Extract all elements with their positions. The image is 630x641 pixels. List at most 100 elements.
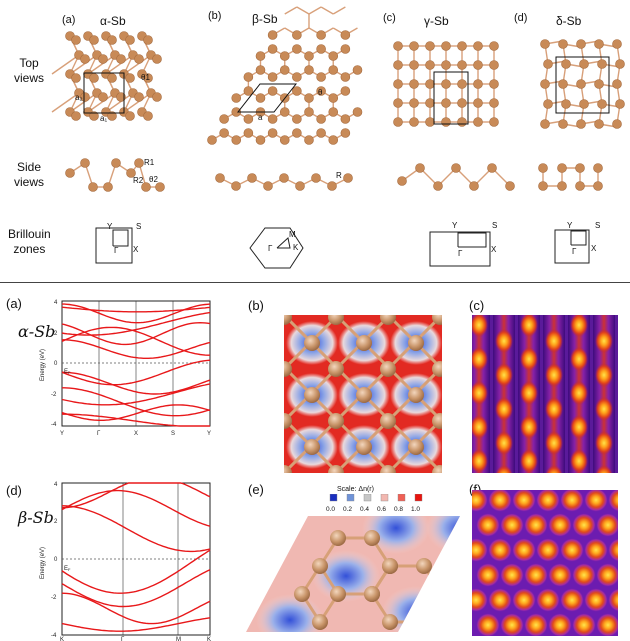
delta-top-atom: [580, 60, 589, 69]
beta-density-atom: [434, 586, 450, 602]
beta-density-atom: [416, 558, 432, 574]
stm-beta-spot: [524, 513, 548, 537]
stm-alpha-spot: [595, 431, 613, 455]
stm-beta-spot: [500, 613, 524, 636]
beta-top-atom: [208, 136, 217, 145]
beta-bond-line: [424, 594, 442, 622]
beta-top-atom: [268, 129, 277, 138]
beta-density-atom: [416, 614, 432, 630]
beta-top-atom: [317, 45, 326, 54]
beta-top-atom: [268, 31, 277, 40]
stm-beta-spot: [548, 563, 572, 587]
alpha-top-atom: [144, 112, 153, 121]
delta-top-atom: [616, 60, 625, 69]
gamma-top-atom: [442, 118, 451, 127]
beta-top-atom: [220, 129, 229, 138]
stm-alpha-spot: [545, 431, 563, 455]
bz-alpha-Y: Y: [107, 222, 113, 231]
stm-beta-spot: [500, 513, 524, 537]
alpha-top-atom: [72, 74, 81, 83]
beta-density-atom: [330, 530, 346, 546]
alpha-xtick-S: S: [171, 431, 175, 437]
beta-ytick-m4: -4: [51, 633, 57, 639]
bz-gamma-S: S: [492, 221, 497, 230]
alpha-xtick-Y2: Y: [207, 431, 211, 437]
anno-a2: a₂: [75, 93, 83, 102]
gamma-top-atom: [426, 99, 435, 108]
delta-side-atom: [558, 182, 567, 191]
delta-side-atom: [594, 182, 603, 191]
scale-swatch: [381, 494, 388, 501]
alpha-side-atom: [89, 183, 98, 192]
beta-top-atom: [268, 115, 277, 124]
alpha-top-atom: [153, 93, 162, 102]
beta-band-line: [62, 570, 210, 607]
beta-top-atom: [317, 115, 326, 124]
alpha-density-atom: [356, 439, 372, 455]
delta-top-atom: [577, 120, 586, 129]
alpha-top-atom: [126, 74, 135, 83]
delta-top-atom: [613, 40, 622, 49]
gamma-top-atom: [394, 61, 403, 70]
delta-top-atom: [541, 40, 550, 49]
bz-beta-path: [277, 238, 290, 248]
alpha-top-atom: [99, 55, 108, 64]
delta-top-atom: [595, 40, 604, 49]
stm-alpha: [472, 315, 618, 473]
charge-density-alpha: [284, 315, 442, 473]
beta-top-atom: [317, 31, 326, 40]
stm-beta-spot: [536, 588, 560, 612]
beta-density-atom: [382, 614, 398, 630]
gamma-top-atom: [458, 99, 467, 108]
anno-R2: R2: [133, 176, 144, 185]
alpha-xtick-Y1: Y: [60, 431, 64, 437]
stm-alpha-spot: [595, 363, 613, 387]
beta-top-atom: [329, 94, 338, 103]
stm-alpha-spot: [520, 449, 538, 473]
bz-beta-K: K: [293, 243, 299, 252]
alpha-ef: EF: [64, 369, 71, 375]
beta-top-atom: [256, 94, 265, 103]
beta-top-atom: [329, 66, 338, 75]
beta-top-atom: [280, 52, 289, 61]
stm-beta-spot: [560, 538, 584, 562]
stm-beta-spot: [548, 613, 572, 636]
delta-top-atom: [559, 120, 568, 129]
alpha-side-atom: [135, 159, 144, 168]
delta-top-atom: [595, 80, 604, 89]
gamma-top-atom: [426, 61, 435, 70]
alpha-top-atom: [90, 36, 99, 45]
alpha-density-atom: [328, 361, 344, 377]
gamma-top-atom: [490, 61, 499, 70]
gamma-top-atom: [426, 118, 435, 127]
scale-title: Scale: Δn(r): [337, 486, 374, 493]
gamma-top-atom: [394, 42, 403, 51]
gamma-top-atom: [458, 118, 467, 127]
anno-theta1: θ1: [141, 73, 150, 82]
beta-side-atom: [296, 182, 305, 191]
gamma-top-atom: [490, 80, 499, 89]
bz-delta-S: S: [595, 221, 600, 230]
bz-delta-G: Γ: [572, 247, 577, 256]
sb-bond: [333, 7, 345, 14]
alpha-top-atom: [81, 55, 90, 64]
beta-top-atom: [304, 108, 313, 117]
delta-side-atom: [594, 164, 603, 173]
stm-beta-spot: [548, 513, 572, 537]
stm-alpha-spot: [495, 363, 513, 387]
beta-top-atom: [317, 129, 326, 138]
beta-top-atom: [292, 129, 301, 138]
delta-top-atom: [577, 80, 586, 89]
alpha-top-atom: [135, 55, 144, 64]
anno-R: R: [336, 171, 342, 180]
alpha-density-atom: [380, 413, 396, 429]
alpha-top-atom: [108, 36, 117, 45]
beta-top-atom: [341, 87, 350, 96]
alpha-top-atom: [72, 36, 81, 45]
beta-top-atom: [341, 31, 350, 40]
delta-top-atom: [559, 80, 568, 89]
stm-beta: [472, 490, 618, 636]
scale-swatch: [415, 494, 422, 501]
charge-density-beta: [246, 516, 460, 634]
gamma-top-atom: [458, 61, 467, 70]
